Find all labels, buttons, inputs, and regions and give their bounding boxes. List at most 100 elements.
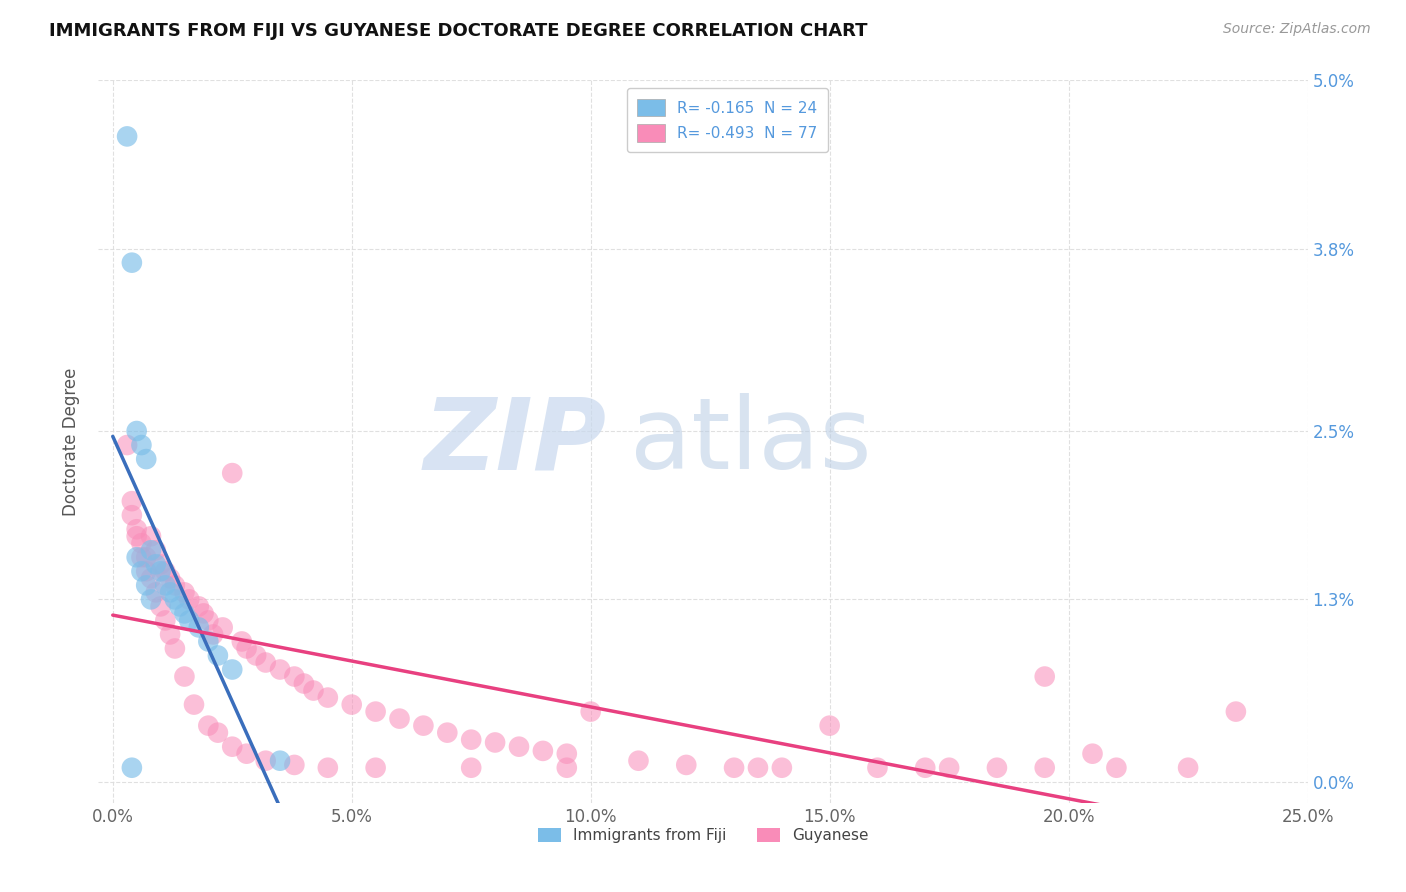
Point <box>163 641 186 656</box>
Point <box>131 438 153 452</box>
Point <box>302 683 325 698</box>
Point <box>202 627 225 641</box>
Point <box>187 599 209 614</box>
Point <box>197 718 219 732</box>
Point <box>121 255 143 269</box>
Point <box>173 585 195 599</box>
Point <box>269 754 291 768</box>
Point <box>269 663 291 677</box>
Point <box>364 705 387 719</box>
Point <box>207 648 229 663</box>
Point <box>292 676 315 690</box>
Point <box>169 599 191 614</box>
Point <box>139 571 162 585</box>
Point <box>986 761 1008 775</box>
Point <box>1105 761 1128 775</box>
Point <box>221 739 243 754</box>
Point <box>125 424 148 438</box>
Point <box>159 585 181 599</box>
Point <box>254 656 277 670</box>
Point <box>221 466 243 480</box>
Text: IMMIGRANTS FROM FIJI VS GUYANESE DOCTORATE DEGREE CORRELATION CHART: IMMIGRANTS FROM FIJI VS GUYANESE DOCTORA… <box>49 22 868 40</box>
Point <box>135 564 157 578</box>
Point <box>131 536 153 550</box>
Point <box>460 732 482 747</box>
Point <box>938 761 960 775</box>
Point <box>627 754 650 768</box>
Point <box>316 690 339 705</box>
Point <box>555 747 578 761</box>
Point <box>173 669 195 683</box>
Point <box>484 735 506 749</box>
Point <box>508 739 530 754</box>
Point <box>121 761 143 775</box>
Point <box>1225 705 1247 719</box>
Point <box>139 529 162 543</box>
Legend: Immigrants from Fiji, Guyanese: Immigrants from Fiji, Guyanese <box>531 822 875 849</box>
Point <box>531 744 554 758</box>
Point <box>135 452 157 467</box>
Point <box>723 761 745 775</box>
Text: Source: ZipAtlas.com: Source: ZipAtlas.com <box>1223 22 1371 37</box>
Point <box>115 438 138 452</box>
Point <box>388 712 411 726</box>
Point <box>914 761 936 775</box>
Point <box>121 508 143 523</box>
Point <box>770 761 793 775</box>
Point <box>283 758 305 772</box>
Point <box>155 564 177 578</box>
Point <box>179 614 201 628</box>
Point <box>145 585 167 599</box>
Point <box>131 550 153 565</box>
Point <box>235 747 257 761</box>
Point <box>245 648 267 663</box>
Point <box>197 634 219 648</box>
Point <box>125 550 148 565</box>
Point <box>555 761 578 775</box>
Point <box>173 607 195 621</box>
Point <box>145 543 167 558</box>
Point <box>135 550 157 565</box>
Point <box>316 761 339 775</box>
Point <box>283 669 305 683</box>
Point <box>159 627 181 641</box>
Point <box>221 663 243 677</box>
Point <box>149 558 172 572</box>
Point <box>187 620 209 634</box>
Point <box>207 725 229 739</box>
Point <box>125 522 148 536</box>
Text: atlas: atlas <box>630 393 872 490</box>
Point <box>121 494 143 508</box>
Point <box>155 614 177 628</box>
Point <box>149 599 172 614</box>
Point <box>155 578 177 592</box>
Point <box>145 558 167 572</box>
Point <box>675 758 697 772</box>
Point <box>818 718 841 732</box>
Point <box>197 614 219 628</box>
Point <box>231 634 253 648</box>
Point <box>115 129 138 144</box>
Point <box>159 571 181 585</box>
Point <box>1177 761 1199 775</box>
Point <box>139 543 162 558</box>
Point <box>135 578 157 592</box>
Point <box>149 564 172 578</box>
Point <box>235 641 257 656</box>
Point <box>163 592 186 607</box>
Text: ZIP: ZIP <box>423 393 606 490</box>
Point <box>125 529 148 543</box>
Point <box>1033 669 1056 683</box>
Point <box>436 725 458 739</box>
Point <box>163 578 186 592</box>
Point <box>364 761 387 775</box>
Point <box>1033 761 1056 775</box>
Point <box>866 761 889 775</box>
Point <box>193 607 215 621</box>
Point <box>139 592 162 607</box>
Point <box>179 592 201 607</box>
Point <box>747 761 769 775</box>
Point <box>1081 747 1104 761</box>
Point <box>579 705 602 719</box>
Point <box>254 754 277 768</box>
